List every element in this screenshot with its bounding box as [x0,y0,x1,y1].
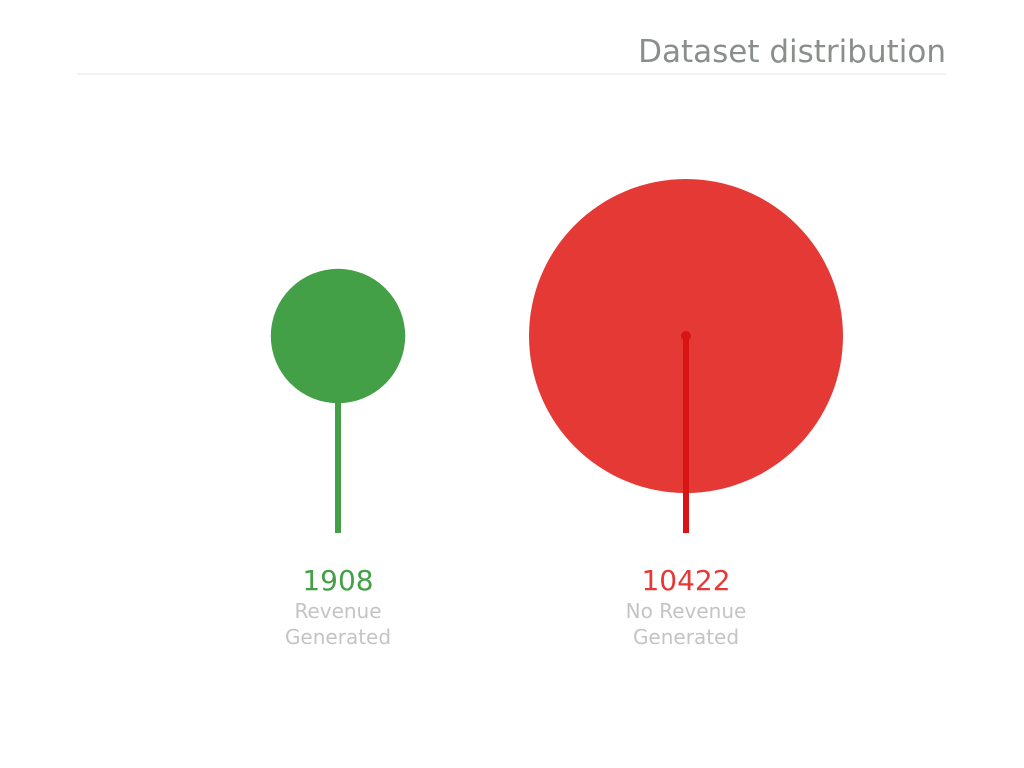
category-label-0-line-0: Revenue [294,599,381,623]
stem-head-0 [333,331,343,341]
value-label-0: 1908 [302,564,373,597]
category-label-0-line-1: Generated [285,625,391,649]
chart-title: Dataset distribution [638,34,946,70]
value-label-1: 10422 [641,564,730,597]
category-label-1-line-0: No Revenue [626,599,747,623]
stem-head-1 [681,331,691,341]
category-label-1-line-1: Generated [633,625,739,649]
